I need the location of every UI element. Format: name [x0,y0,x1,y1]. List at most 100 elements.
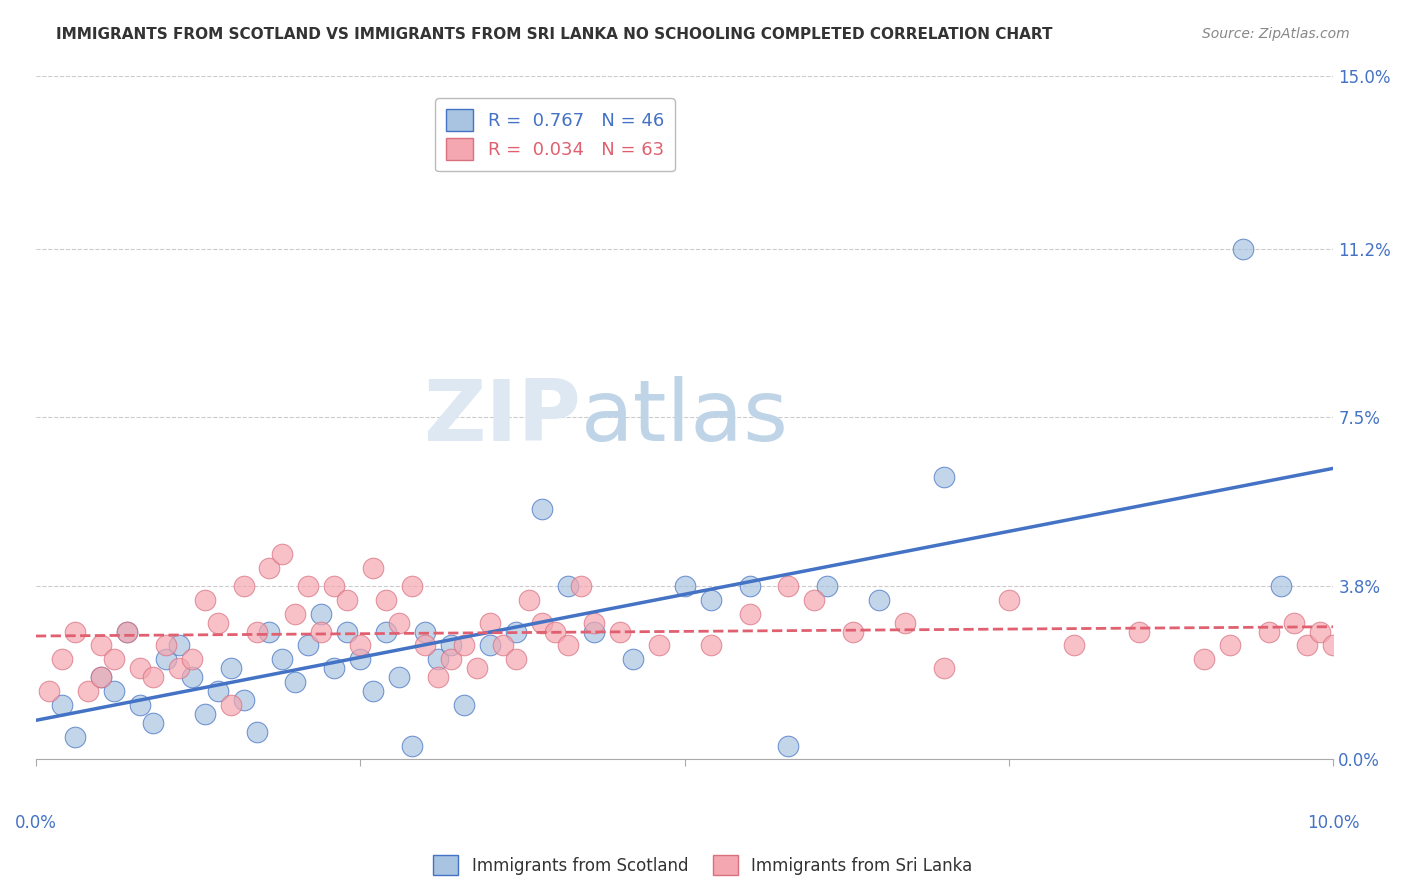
Point [90,670,112,684]
Point [479,615,502,630]
Point [349,652,371,666]
Point [90,639,112,653]
Point [582,624,605,639]
Point [842,624,865,639]
Point [361,561,384,575]
Legend: Immigrants from Scotland, Immigrants from Sri Lanka: Immigrants from Scotland, Immigrants fro… [425,847,981,884]
Point [207,684,229,698]
Point [699,639,721,653]
Point [1063,639,1085,653]
Point [1296,639,1319,653]
Point [427,652,450,666]
Point [115,624,138,639]
Point [311,607,333,621]
Point [1322,639,1344,653]
Point [569,579,592,593]
Point [259,624,281,639]
Point [738,579,761,593]
Point [349,639,371,653]
Point [375,592,398,607]
Point [155,639,177,653]
Point [413,639,436,653]
Point [76,684,98,698]
Point [90,670,112,684]
Point [194,592,217,607]
Point [245,624,267,639]
Point [479,639,502,653]
Point [413,624,436,639]
Text: Source: ZipAtlas.com: Source: ZipAtlas.com [1202,27,1350,41]
Point [1128,624,1150,639]
Point [557,639,579,653]
Point [492,639,515,653]
Point [815,579,838,593]
Point [582,615,605,630]
Point [1232,242,1254,256]
Point [323,661,346,675]
Point [323,579,346,593]
Point [142,716,165,731]
Point [609,624,631,639]
Point [115,624,138,639]
Point [180,652,202,666]
Point [51,652,73,666]
Point [868,592,890,607]
Point [38,684,60,698]
Point [180,670,202,684]
Point [778,579,800,593]
Point [51,698,73,712]
Point [128,661,150,675]
Point [103,684,125,698]
Point [259,561,281,575]
Point [778,739,800,753]
Point [1284,615,1306,630]
Point [284,607,307,621]
Point [245,725,267,739]
Point [155,652,177,666]
Point [934,469,956,483]
Point [453,698,475,712]
Point [232,579,254,593]
Point [427,670,450,684]
Point [271,547,294,561]
Point [401,579,423,593]
Point [998,592,1021,607]
Point [311,624,333,639]
Point [440,652,463,666]
Point [167,661,190,675]
Point [128,698,150,712]
Point [297,639,319,653]
Point [894,615,917,630]
Point [401,739,423,753]
Point [388,670,411,684]
Text: 0.0%: 0.0% [15,814,56,832]
Legend: R =  0.767   N = 46, R =  0.034   N = 63: R = 0.767 N = 46, R = 0.034 N = 63 [436,98,675,171]
Point [517,592,540,607]
Point [530,501,553,516]
Point [336,624,359,639]
Point [63,624,86,639]
Point [219,661,242,675]
Point [232,693,254,707]
Point [934,661,956,675]
Text: atlas: atlas [581,376,789,459]
Point [544,624,567,639]
Point [207,615,229,630]
Point [738,607,761,621]
Point [297,579,319,593]
Point [453,639,475,653]
Point [1257,624,1279,639]
Point [803,592,825,607]
Point [440,639,463,653]
Point [505,624,527,639]
Point [142,670,165,684]
Point [699,592,721,607]
Point [284,675,307,690]
Point [103,652,125,666]
Text: 10.0%: 10.0% [1308,814,1360,832]
Point [167,639,190,653]
Point [505,652,527,666]
Point [1192,652,1215,666]
Point [271,652,294,666]
Point [465,661,488,675]
